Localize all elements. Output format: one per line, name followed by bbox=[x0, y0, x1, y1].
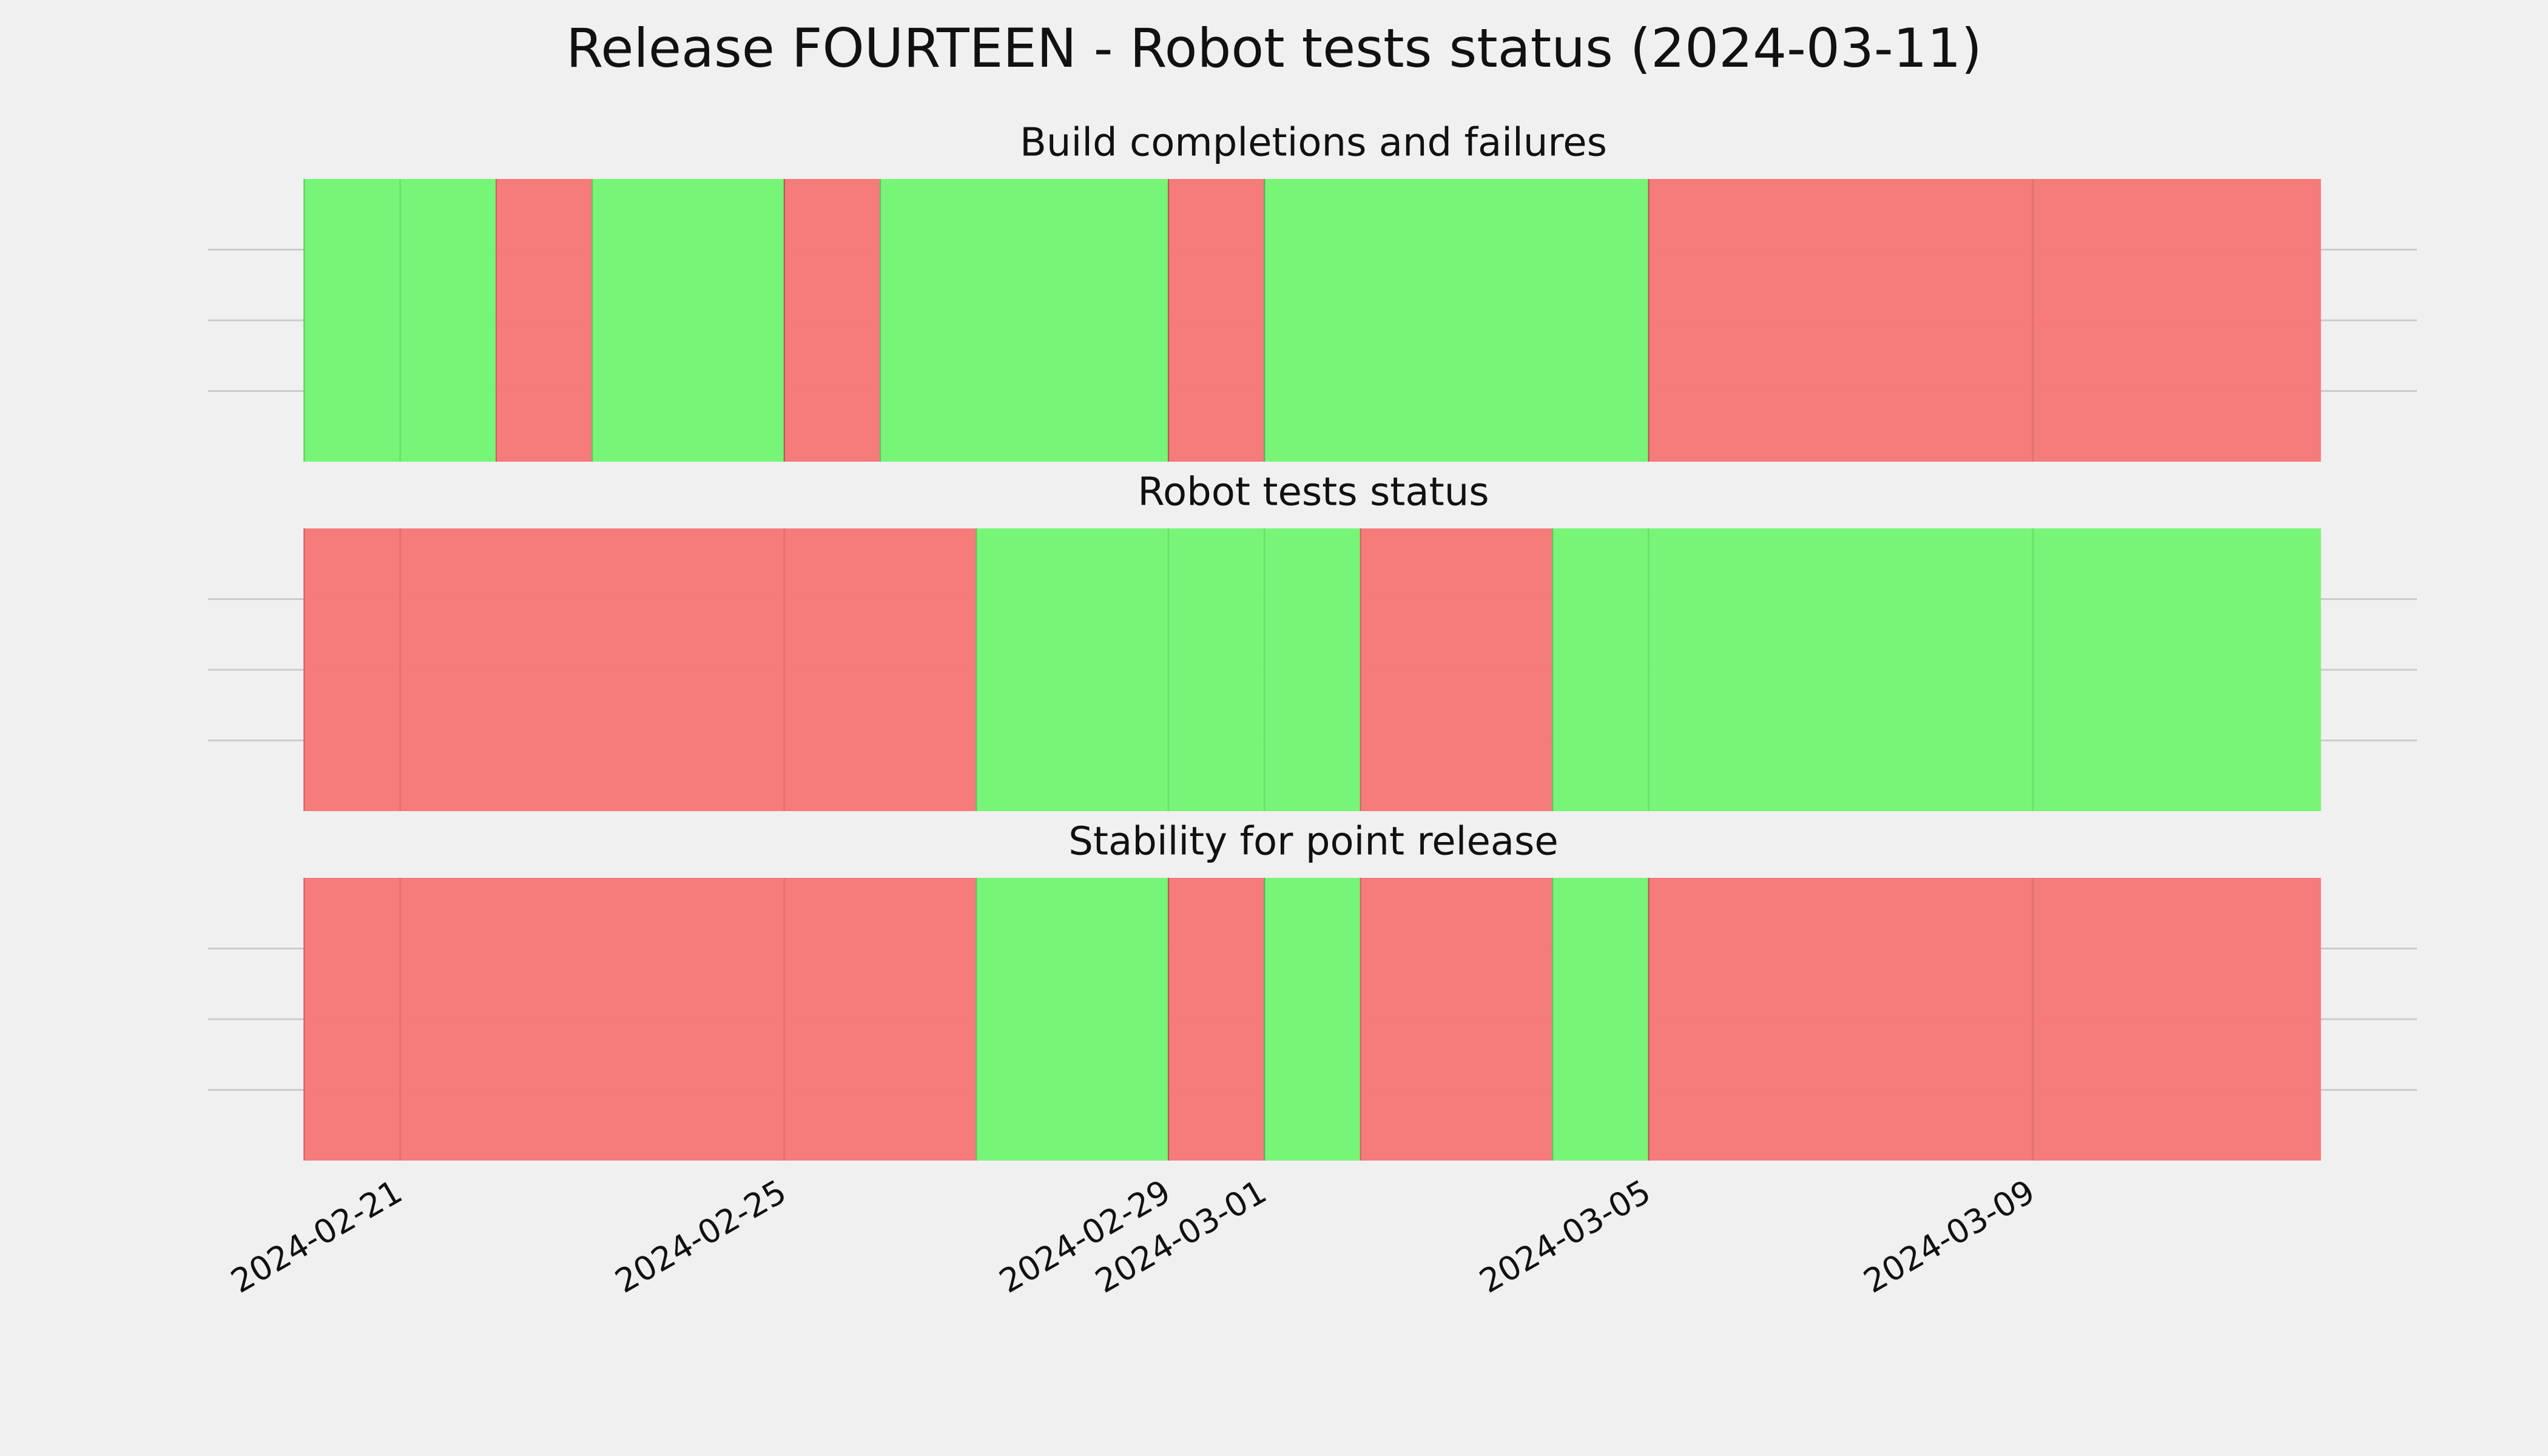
panel-title: Robot tests status bbox=[1138, 470, 1489, 515]
status-span bbox=[1648, 179, 2321, 462]
panel-title: Build completions and failures bbox=[1020, 121, 1607, 166]
status-span bbox=[1264, 179, 1649, 462]
status-span bbox=[1168, 179, 1265, 462]
x-tick-label: 2024-03-09 bbox=[1857, 1172, 2041, 1300]
status-span bbox=[784, 179, 881, 462]
status-span bbox=[592, 179, 784, 462]
status-span bbox=[1360, 878, 1553, 1161]
x-tick-label: 2024-02-25 bbox=[608, 1172, 792, 1300]
status-span bbox=[1552, 528, 2321, 811]
status-span bbox=[1648, 878, 2321, 1161]
status-span bbox=[1360, 528, 1553, 811]
status-span bbox=[1264, 878, 1361, 1161]
status-span bbox=[304, 878, 977, 1161]
panel-title: Stability for point release bbox=[1068, 820, 1559, 864]
x-tick-label: 2024-03-05 bbox=[1473, 1172, 1657, 1300]
status-span bbox=[880, 179, 1169, 462]
status-span bbox=[496, 179, 593, 462]
x-tick-label: 2024-02-21 bbox=[224, 1172, 408, 1300]
status-span bbox=[304, 528, 977, 811]
figure-title: Release FOURTEEN - Robot tests status (2… bbox=[566, 17, 1982, 79]
status-span bbox=[1552, 878, 1649, 1161]
status-span bbox=[976, 528, 1361, 811]
status-span bbox=[304, 179, 496, 462]
status-span bbox=[1168, 878, 1265, 1161]
status-span bbox=[976, 878, 1169, 1161]
